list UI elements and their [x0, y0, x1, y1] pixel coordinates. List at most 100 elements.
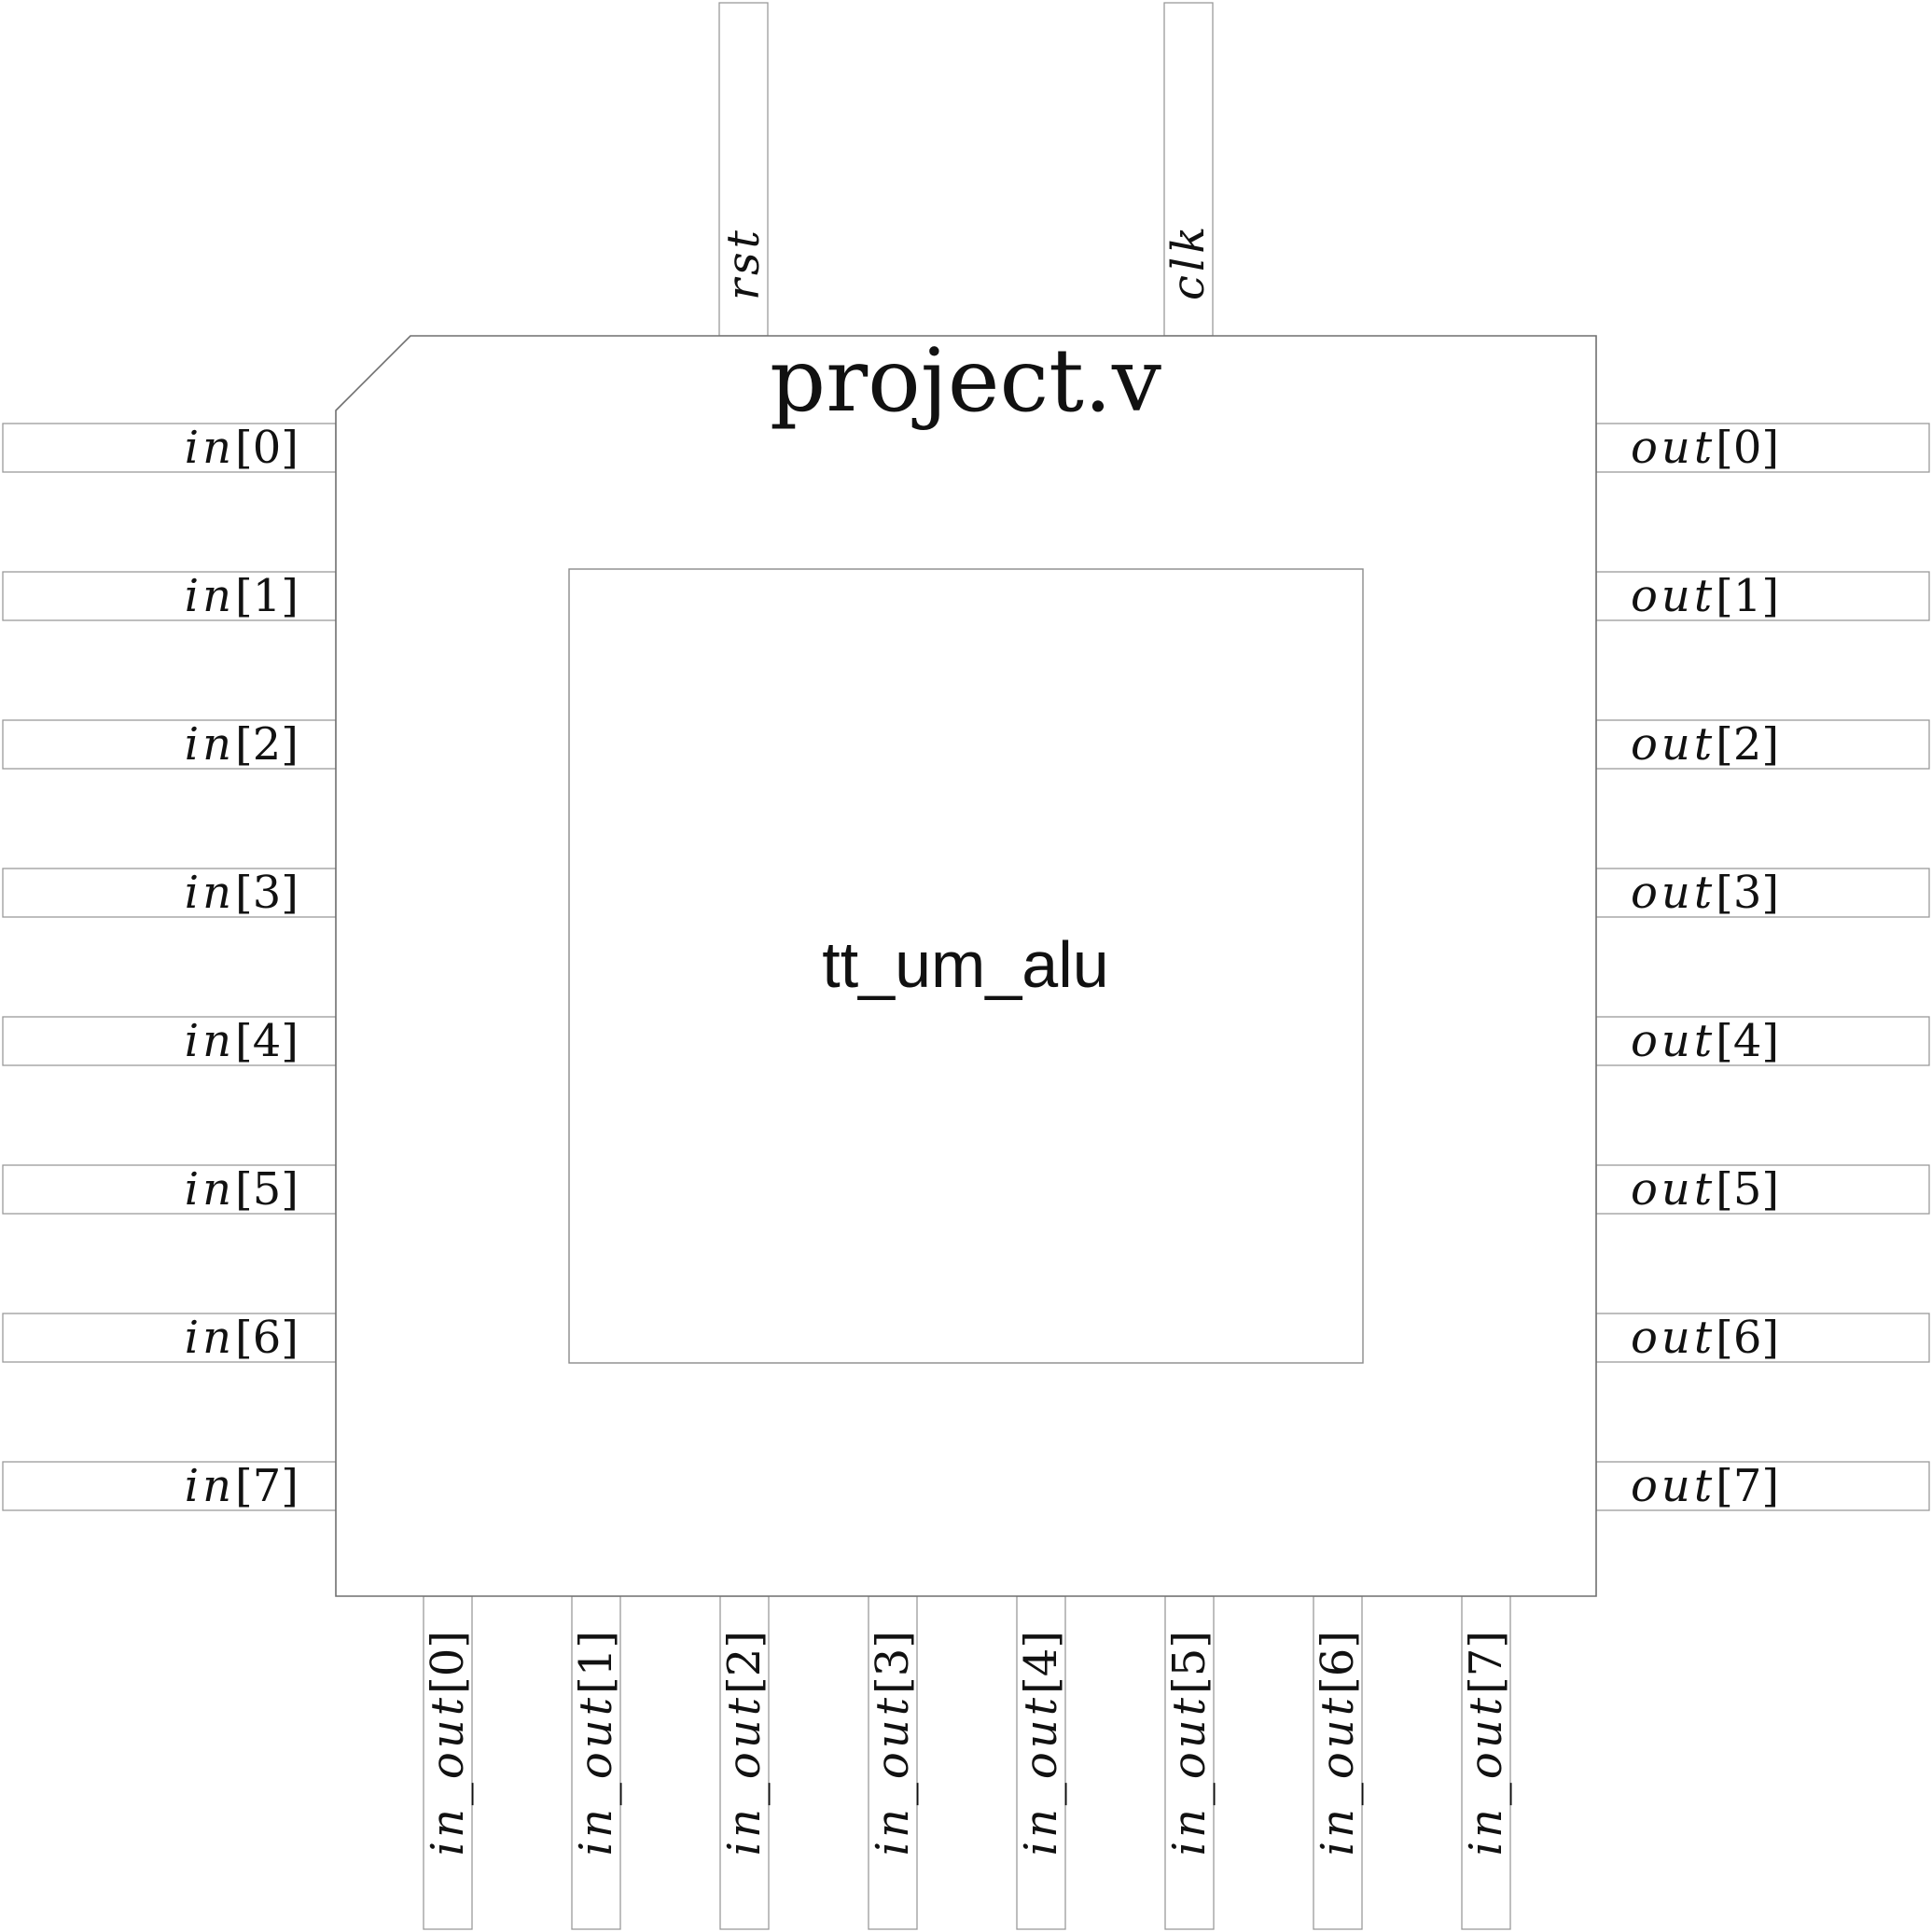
chip-title: project.v [770, 330, 1161, 432]
pin-pad [1595, 868, 1930, 918]
pin-pad [2, 868, 337, 918]
pin-pad [1595, 423, 1930, 473]
pin-name: in_out [1460, 1694, 1512, 1856]
pin-out-2: out[2] [1595, 718, 1930, 771]
pin-label: out[0] [1631, 422, 1779, 474]
pin-in-4: in[4] [2, 1015, 337, 1067]
pin-in-3: in[3] [2, 867, 337, 919]
pin-label: in_out[0] [422, 1631, 474, 1856]
pin-name: in_out [570, 1694, 622, 1856]
pin-index: [4] [1015, 1631, 1067, 1694]
pin-name: in_out [1015, 1694, 1067, 1856]
pin-index: [0] [422, 1631, 474, 1694]
pin-label: in[2] [185, 718, 299, 771]
pin-name: out [1631, 1312, 1716, 1364]
pin-name: in [185, 1163, 235, 1216]
pin-name: in_out [718, 1694, 771, 1856]
pin-index: [2] [235, 718, 299, 771]
pin-index: [1] [570, 1631, 622, 1694]
pin-in-6: in[6] [2, 1312, 337, 1364]
pin-in-out-7: in_out[7] [1460, 1595, 1512, 1930]
pin-label: out[4] [1631, 1015, 1779, 1067]
pin-name: clk [1162, 223, 1215, 300]
pin-name: out [1631, 570, 1716, 622]
pin-index: [6] [1312, 1631, 1364, 1694]
pin-label: rst [717, 227, 770, 300]
pin-name: in [185, 570, 235, 622]
pin-index: [5] [1716, 1163, 1779, 1216]
pin-in-7: in[7] [2, 1460, 337, 1512]
pin-index: [1] [235, 570, 299, 622]
pin-out-1: out[1] [1595, 570, 1930, 622]
pin-pad [423, 1595, 473, 1930]
pin-pad [2, 423, 337, 473]
pin-out-4: out[4] [1595, 1015, 1930, 1067]
pin-out-7: out[7] [1595, 1460, 1930, 1512]
pin-pad [1461, 1595, 1511, 1930]
pin-label: in_out[1] [570, 1631, 622, 1856]
pin-name: in [185, 1015, 235, 1067]
pin-label: out[1] [1631, 570, 1779, 622]
pin-name: out [1631, 1460, 1716, 1512]
pin-in-1: in[1] [2, 570, 337, 622]
pin-index: [0] [1716, 422, 1779, 474]
pin-in-2: in[2] [2, 718, 337, 771]
pin-name: in [185, 1312, 235, 1364]
pin-label: in[1] [185, 570, 299, 622]
pin-in-out-3: in_out[3] [867, 1595, 919, 1930]
pin-pad [1164, 1595, 1215, 1930]
pin-pad [2, 1461, 337, 1511]
pin-pad [2, 1164, 337, 1215]
pin-name: out [1631, 422, 1716, 474]
pin-index: [5] [235, 1163, 299, 1216]
pin-index: [6] [235, 1312, 299, 1364]
core-module-label: tt_um_alu [822, 928, 1108, 1001]
pin-index: [3] [235, 867, 299, 919]
pin-in-0: in[0] [2, 422, 337, 474]
left-pins: in[0]in[1]in[2]in[3]in[4]in[5]in[6]in[7] [2, 422, 337, 1512]
pin-name: out [1631, 867, 1716, 919]
pin-pad [1163, 2, 1214, 337]
pin-index: [7] [1460, 1631, 1512, 1694]
pin-in-out-4: in_out[4] [1015, 1595, 1067, 1930]
pin-label: out[3] [1631, 867, 1779, 919]
pin-label: in_out[4] [1015, 1631, 1067, 1856]
pin-label: in[5] [185, 1163, 299, 1216]
pin-pad [718, 2, 769, 337]
pin-label: out[2] [1631, 718, 1779, 771]
pin-index: [7] [1716, 1460, 1779, 1512]
pin-label: in[4] [185, 1015, 299, 1067]
pin-name: in_out [1163, 1694, 1216, 1856]
pin-index: [0] [235, 422, 299, 474]
pin-index: [4] [235, 1015, 299, 1067]
pin-pad [2, 1313, 337, 1363]
pin-out-3: out[3] [1595, 867, 1930, 919]
pin-pad [1016, 1595, 1066, 1930]
pin-label: out[6] [1631, 1312, 1779, 1364]
pin-in-out-6: in_out[6] [1312, 1595, 1364, 1930]
pin-name: out [1631, 1015, 1716, 1067]
pin-name: out [1631, 718, 1716, 771]
pin-pad [1595, 1016, 1930, 1066]
pin-label: out[7] [1631, 1460, 1779, 1512]
right-pins: out[0]out[1]out[2]out[3]out[4]out[5]out[… [1595, 422, 1930, 1512]
pin-in-out-0: in_out[0] [422, 1595, 474, 1930]
pin-in-out-2: in_out[2] [718, 1595, 771, 1930]
pin-index: [1] [1716, 570, 1779, 622]
pin-label: in[0] [185, 422, 299, 474]
pin-name: in [185, 718, 235, 771]
pin-pad [719, 1595, 770, 1930]
pin-index: [2] [1716, 718, 1779, 771]
pin-pad [1595, 719, 1930, 770]
pin-index: [4] [1716, 1015, 1779, 1067]
pin-in-out-5: in_out[5] [1163, 1595, 1216, 1930]
pin-label: in_out[2] [718, 1631, 771, 1856]
pin-name: in [185, 1460, 235, 1512]
pin-index: [6] [1716, 1312, 1779, 1364]
pin-in-out-1: in_out[1] [570, 1595, 622, 1930]
pin-index: [3] [1716, 867, 1779, 919]
pin-label: out[5] [1631, 1163, 1779, 1216]
pin-pad [1313, 1595, 1363, 1930]
